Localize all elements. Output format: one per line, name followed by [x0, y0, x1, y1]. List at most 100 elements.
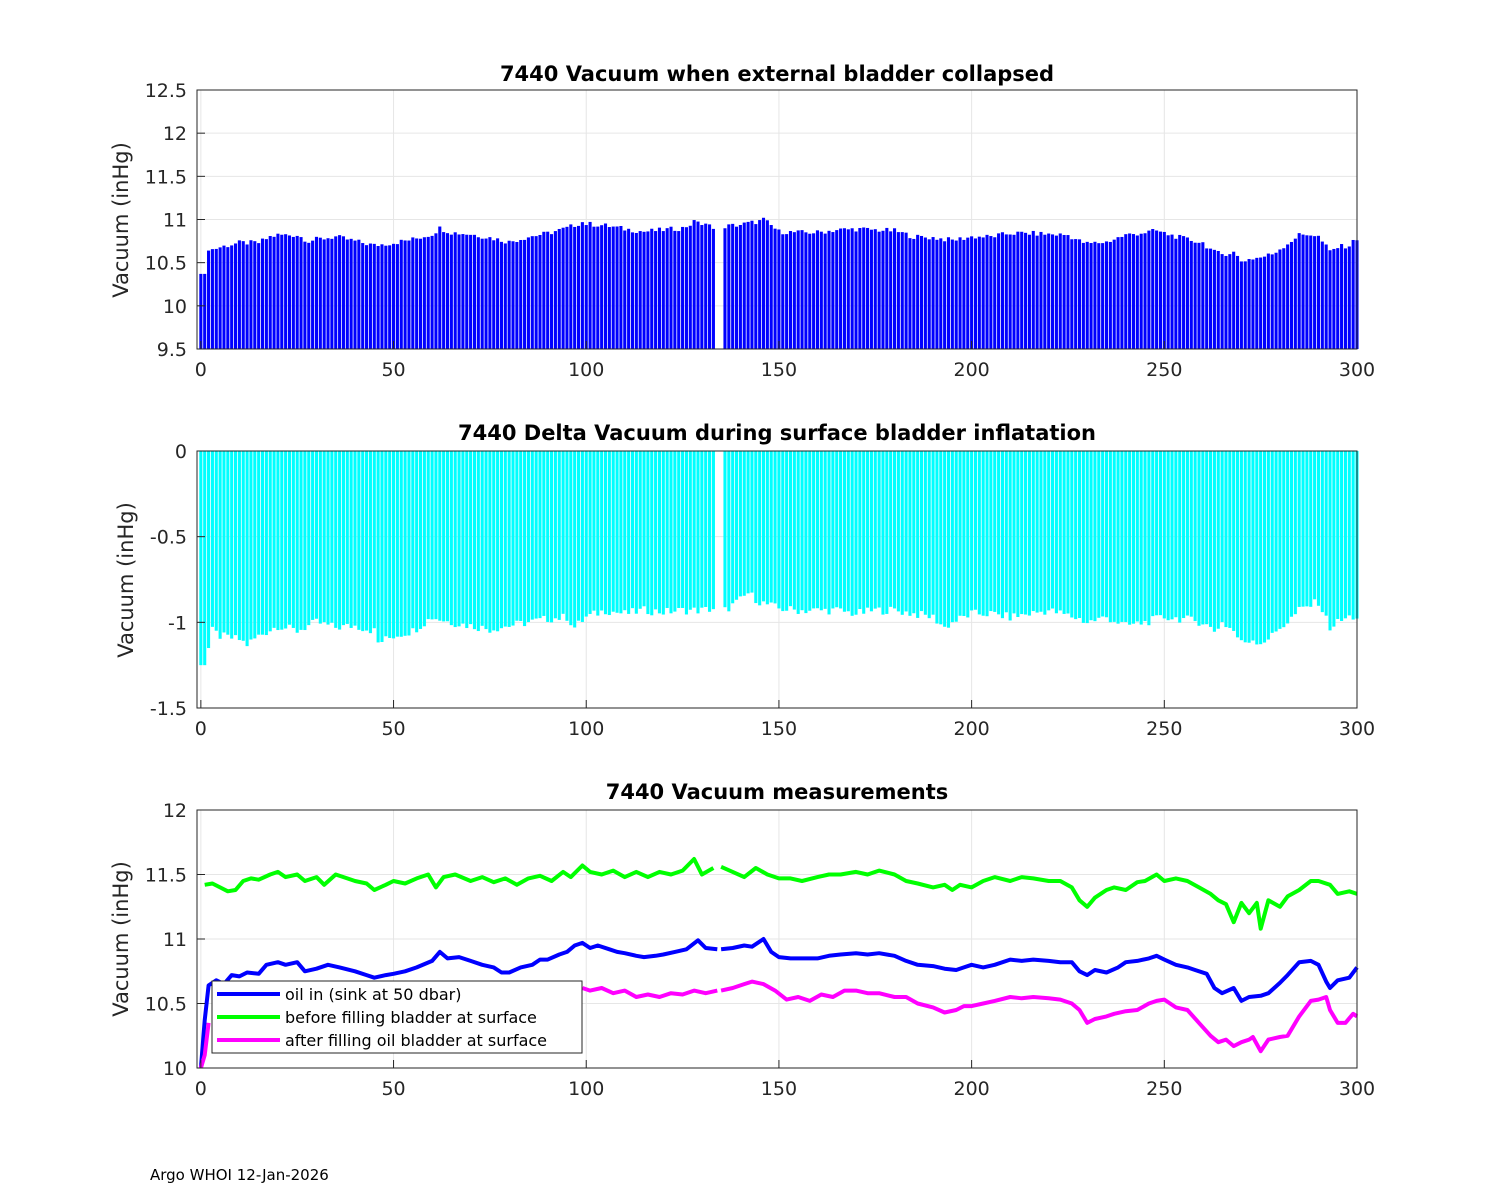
bar	[1054, 451, 1058, 614]
bar	[1116, 237, 1120, 349]
bar	[1266, 451, 1270, 640]
bar	[311, 240, 315, 349]
bar	[1166, 451, 1170, 621]
bar	[1205, 451, 1209, 625]
bar	[233, 451, 238, 636]
bar	[276, 451, 280, 631]
bar	[1320, 451, 1324, 613]
bar	[403, 240, 407, 349]
bar	[954, 451, 958, 622]
bar	[372, 243, 376, 349]
series-line-1	[204, 857, 1358, 931]
bar	[1185, 451, 1189, 616]
bar	[241, 451, 245, 641]
bar	[1251, 451, 1255, 641]
bar	[314, 236, 319, 349]
bar	[233, 243, 238, 349]
bar	[503, 243, 507, 349]
bar	[677, 231, 681, 349]
bar	[1351, 239, 1355, 349]
bar	[426, 451, 430, 620]
bar	[869, 229, 873, 349]
bar	[291, 451, 295, 628]
bar	[1112, 239, 1116, 349]
bar	[1158, 451, 1162, 616]
bar	[1074, 239, 1078, 349]
bar	[1039, 451, 1043, 612]
bar	[469, 234, 473, 349]
bar	[519, 239, 523, 349]
bar	[1305, 235, 1309, 349]
bar	[823, 451, 827, 609]
bar	[1278, 249, 1282, 349]
bar	[353, 451, 357, 626]
bar	[1027, 234, 1031, 349]
bar	[981, 451, 985, 616]
bar	[472, 451, 477, 630]
bar	[299, 451, 303, 630]
bar	[376, 246, 380, 349]
tick-labels: 0 50 100 150 200 250 300 9.5 10 10.5 11 11.5 12 12.5	[145, 80, 1375, 381]
bar	[1316, 235, 1321, 349]
bar	[973, 451, 978, 610]
x-tick-label: 200	[953, 359, 989, 381]
y-tick-label: -0.5	[150, 527, 187, 549]
bar	[257, 243, 261, 349]
bar	[792, 451, 796, 610]
bar	[1313, 451, 1317, 600]
bar	[1228, 451, 1232, 628]
bar	[723, 451, 727, 608]
bar	[1089, 451, 1093, 621]
bar	[638, 451, 642, 609]
bar	[889, 231, 893, 349]
bar	[345, 239, 349, 349]
bar	[808, 451, 812, 611]
bar	[445, 451, 450, 622]
bar	[1220, 254, 1224, 349]
bar	[1197, 451, 1201, 626]
bar	[1016, 451, 1020, 618]
bar	[330, 451, 334, 623]
bar	[997, 233, 1001, 349]
bar	[1220, 451, 1224, 623]
bar	[723, 228, 727, 349]
bar	[442, 232, 446, 349]
bar	[950, 451, 954, 623]
bar	[1051, 451, 1055, 609]
bar	[977, 236, 981, 349]
bar	[438, 226, 442, 349]
bar	[935, 239, 939, 349]
bar	[873, 229, 877, 349]
bar	[530, 236, 534, 349]
y-axis-label: Vacuum (inHg)	[114, 502, 138, 658]
bar	[1116, 451, 1120, 624]
x-tick-label: 250	[1146, 1078, 1182, 1100]
bar	[661, 231, 665, 349]
bar	[392, 451, 396, 639]
bar	[1128, 451, 1132, 625]
bar	[515, 451, 519, 621]
bar	[322, 451, 326, 623]
bar	[823, 233, 827, 349]
bar	[1139, 233, 1143, 349]
bar	[1008, 234, 1012, 349]
bar	[237, 240, 241, 349]
bar	[1085, 241, 1089, 349]
bar	[1131, 234, 1136, 349]
bar	[919, 451, 924, 612]
bar	[893, 451, 897, 609]
bar	[580, 451, 584, 622]
bar	[1162, 451, 1166, 619]
bar	[1274, 451, 1278, 632]
bar	[395, 244, 399, 349]
bar	[314, 451, 319, 619]
bar	[973, 238, 978, 349]
bar	[927, 451, 931, 619]
bar	[1051, 234, 1055, 349]
bar	[619, 451, 623, 614]
bar	[681, 226, 685, 349]
bar	[962, 239, 966, 349]
bar	[1182, 236, 1186, 349]
bar	[1131, 451, 1136, 624]
bar	[218, 247, 222, 349]
